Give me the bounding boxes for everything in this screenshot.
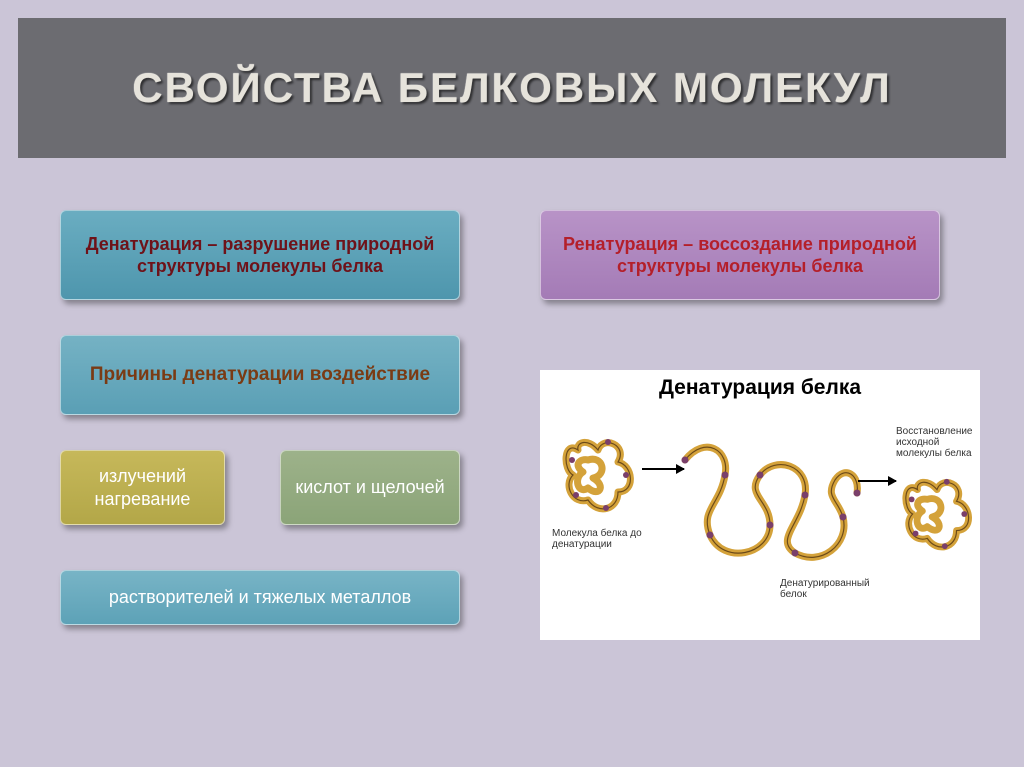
protein-refolded-icon [898,470,976,558]
box-cause-acids: кислот и щелочей [280,450,460,525]
box-cause-radiation-text: излучений нагревание [71,465,214,510]
box-cause-radiation: излучений нагревание [60,450,225,525]
protein-folded-icon [558,430,638,520]
label-folded2: Восстановление исходной молекулы белка [896,426,980,459]
label-folded1: Молекула белка до денатурации [552,528,642,550]
slide-header: СВОЙСТВА БЕЛКОВЫХ МОЛЕКУЛ [18,18,1006,158]
box-denaturation-text: Денатурация – разрушение природной струк… [71,233,449,278]
box-causes-text: Причины денатурации воздействие [90,363,430,387]
slide-title: СВОЙСТВА БЕЛКОВЫХ МОЛЕКУЛ [132,64,892,112]
arrow-2-icon [858,480,896,482]
box-cause-solvents: растворителей и тяжелых металлов [60,570,460,625]
diagram-title: Денатурация белка [540,376,980,400]
box-cause-acids-text: кислот и щелочей [295,476,444,499]
protein-unfolded-icon [675,425,865,575]
denaturation-diagram: Денатурация белка Молекула белка до дена… [540,370,980,640]
label-unfolded: Денатурированный белок [780,578,890,600]
box-cause-solvents-text: растворителей и тяжелых металлов [109,586,411,609]
box-causes-header: Причины денатурации воздействие [60,335,460,415]
slide-root: СВОЙСТВА БЕЛКОВЫХ МОЛЕКУЛ Денатурация – … [0,0,1024,767]
box-renaturation: Ренатурация – воссоздание природной стру… [540,210,940,300]
box-renaturation-text: Ренатурация – воссоздание природной стру… [551,233,929,278]
box-denaturation: Денатурация – разрушение природной струк… [60,210,460,300]
